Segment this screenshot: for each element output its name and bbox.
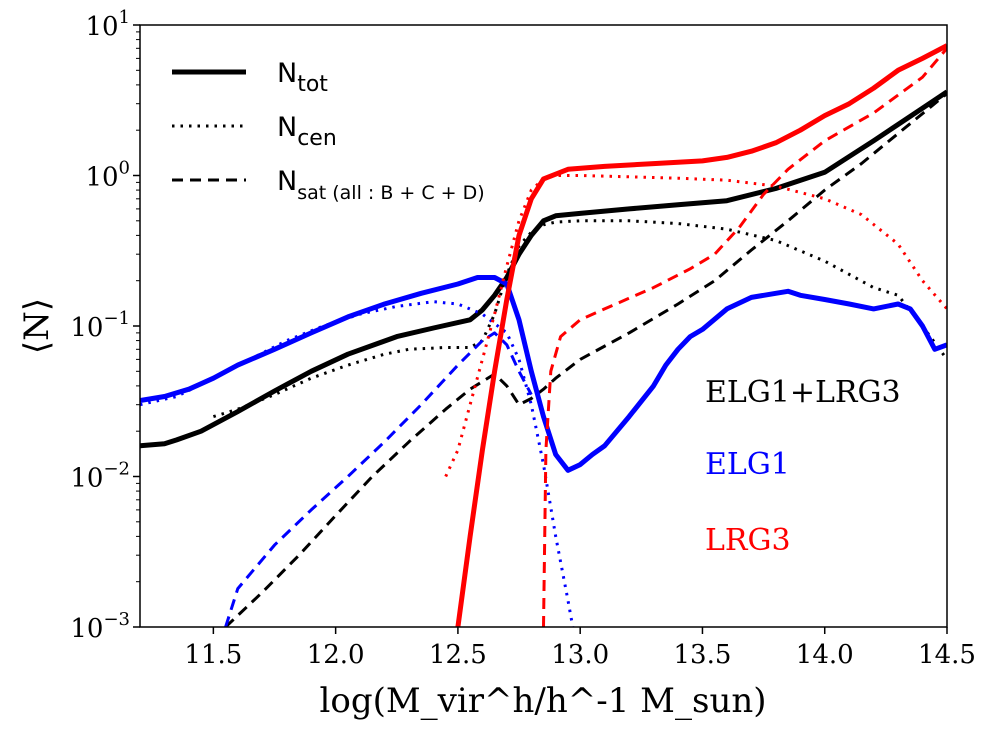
series-line-1: [212, 219, 947, 419]
x-tick-label: 12.5: [429, 640, 487, 670]
series-line-2: [224, 92, 947, 627]
x-tick-label: 13.5: [674, 640, 732, 670]
x-tick-label: 14.0: [796, 640, 854, 670]
series-line-8: [542, 47, 947, 627]
x-tick-label: 12.0: [307, 640, 365, 670]
series-layer: [140, 43, 947, 627]
series-line-5: [224, 331, 533, 627]
x-axis-title: log(M_vir^h/h^-1 M_sun): [320, 681, 767, 721]
y-tick-label: 100: [85, 158, 130, 193]
series-line-3: [140, 275, 947, 473]
annotation-0: ELG1+LRG3: [705, 375, 901, 410]
legend-label-dashed: Nsat (all : B + C + D): [277, 166, 485, 204]
y-tick-label: 101: [85, 7, 130, 42]
x-tick-label: 11.5: [184, 640, 242, 670]
y-tick-label: 10−3: [70, 609, 130, 644]
y-axis-title: ⟨N⟩: [17, 298, 57, 354]
legend: Ntot Ncen Nsat (all : B + C + D): [172, 58, 485, 204]
annotations: ELG1+LRG3 ELG1 LRG3: [705, 375, 901, 558]
x-tick-label: 13.0: [551, 640, 609, 670]
annotation-1: ELG1: [705, 447, 790, 482]
series-line-6: [455, 43, 947, 627]
legend-label-dotted: Ncen: [277, 112, 337, 151]
y-tick-label: 10−2: [70, 459, 130, 494]
series-line-7: [444, 174, 947, 478]
legend-label-solid: Ntot: [277, 58, 328, 97]
annotation-2: LRG3: [705, 523, 791, 558]
x-tick-label: 14.5: [918, 640, 976, 670]
y-tick-label: 10−1: [70, 308, 130, 343]
